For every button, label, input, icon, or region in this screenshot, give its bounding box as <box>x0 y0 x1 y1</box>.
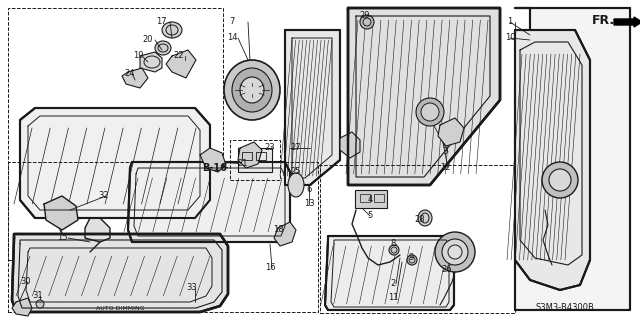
Bar <box>242 152 252 160</box>
Text: 11: 11 <box>388 293 398 302</box>
Bar <box>374 194 384 202</box>
Text: 26: 26 <box>442 265 452 275</box>
Polygon shape <box>200 148 226 172</box>
Ellipse shape <box>542 162 578 198</box>
Polygon shape <box>325 236 454 310</box>
Ellipse shape <box>448 245 462 259</box>
Text: 23: 23 <box>265 144 275 152</box>
Ellipse shape <box>549 169 571 191</box>
Ellipse shape <box>416 98 444 126</box>
Polygon shape <box>238 142 262 168</box>
Text: 17: 17 <box>156 18 166 26</box>
Text: 5: 5 <box>367 211 372 220</box>
Text: 6: 6 <box>307 186 312 195</box>
Text: S3M3-B4300B: S3M3-B4300B <box>536 303 595 313</box>
Text: 28: 28 <box>415 216 426 225</box>
Bar <box>256 152 266 160</box>
Text: 18: 18 <box>273 226 284 234</box>
Text: 9: 9 <box>408 254 413 263</box>
Text: 24: 24 <box>125 69 135 78</box>
Ellipse shape <box>232 68 272 112</box>
Text: 15: 15 <box>57 234 67 242</box>
Ellipse shape <box>389 245 399 255</box>
Text: AUTO DIMMING: AUTO DIMMING <box>96 306 144 310</box>
Ellipse shape <box>162 22 182 38</box>
Ellipse shape <box>435 232 475 272</box>
Polygon shape <box>340 132 360 158</box>
Text: 13: 13 <box>304 199 314 209</box>
Text: 27: 27 <box>291 144 301 152</box>
Polygon shape <box>166 50 196 78</box>
Text: 29: 29 <box>360 11 371 20</box>
Ellipse shape <box>288 173 304 197</box>
Bar <box>8 8 223 260</box>
Text: 10: 10 <box>505 33 515 42</box>
Polygon shape <box>140 52 162 72</box>
Text: FR.: FR. <box>592 13 615 26</box>
Polygon shape <box>348 8 500 185</box>
Text: 30: 30 <box>20 278 31 286</box>
Text: 7: 7 <box>229 18 235 26</box>
Polygon shape <box>515 30 590 290</box>
Polygon shape <box>515 8 630 310</box>
Text: 2: 2 <box>390 279 396 288</box>
Ellipse shape <box>36 300 44 308</box>
Text: B-16: B-16 <box>203 163 227 173</box>
Bar <box>320 165 515 313</box>
Polygon shape <box>285 30 340 185</box>
Text: 22: 22 <box>173 51 184 61</box>
Text: 31: 31 <box>33 292 44 300</box>
Polygon shape <box>122 68 148 88</box>
Ellipse shape <box>407 255 417 265</box>
Text: 19: 19 <box>132 51 143 61</box>
Polygon shape <box>128 162 290 242</box>
Polygon shape <box>438 118 464 146</box>
Text: 1: 1 <box>508 18 513 26</box>
Bar <box>230 140 280 180</box>
Text: 21: 21 <box>237 160 248 168</box>
Text: 33: 33 <box>187 284 197 293</box>
Polygon shape <box>274 222 296 246</box>
Polygon shape <box>12 298 32 316</box>
Text: 25: 25 <box>291 167 301 176</box>
Text: 32: 32 <box>99 191 109 201</box>
Text: 3: 3 <box>442 147 448 157</box>
Ellipse shape <box>240 77 264 103</box>
Ellipse shape <box>155 41 171 55</box>
Text: 4: 4 <box>367 196 372 204</box>
Text: 8: 8 <box>390 240 396 249</box>
Polygon shape <box>20 108 210 218</box>
Ellipse shape <box>421 103 439 121</box>
Ellipse shape <box>418 210 432 226</box>
Bar <box>238 148 272 172</box>
Text: 12: 12 <box>440 164 451 173</box>
Ellipse shape <box>360 15 374 29</box>
Bar <box>360 194 370 202</box>
Polygon shape <box>44 196 78 230</box>
Bar <box>355 190 387 208</box>
Text: 14: 14 <box>227 33 237 42</box>
Text: 20: 20 <box>143 35 153 44</box>
FancyArrow shape <box>614 17 640 27</box>
Polygon shape <box>85 218 110 242</box>
Bar <box>8 162 318 312</box>
Ellipse shape <box>442 239 468 265</box>
Text: 16: 16 <box>265 263 275 272</box>
Ellipse shape <box>224 60 280 120</box>
Polygon shape <box>12 234 228 312</box>
